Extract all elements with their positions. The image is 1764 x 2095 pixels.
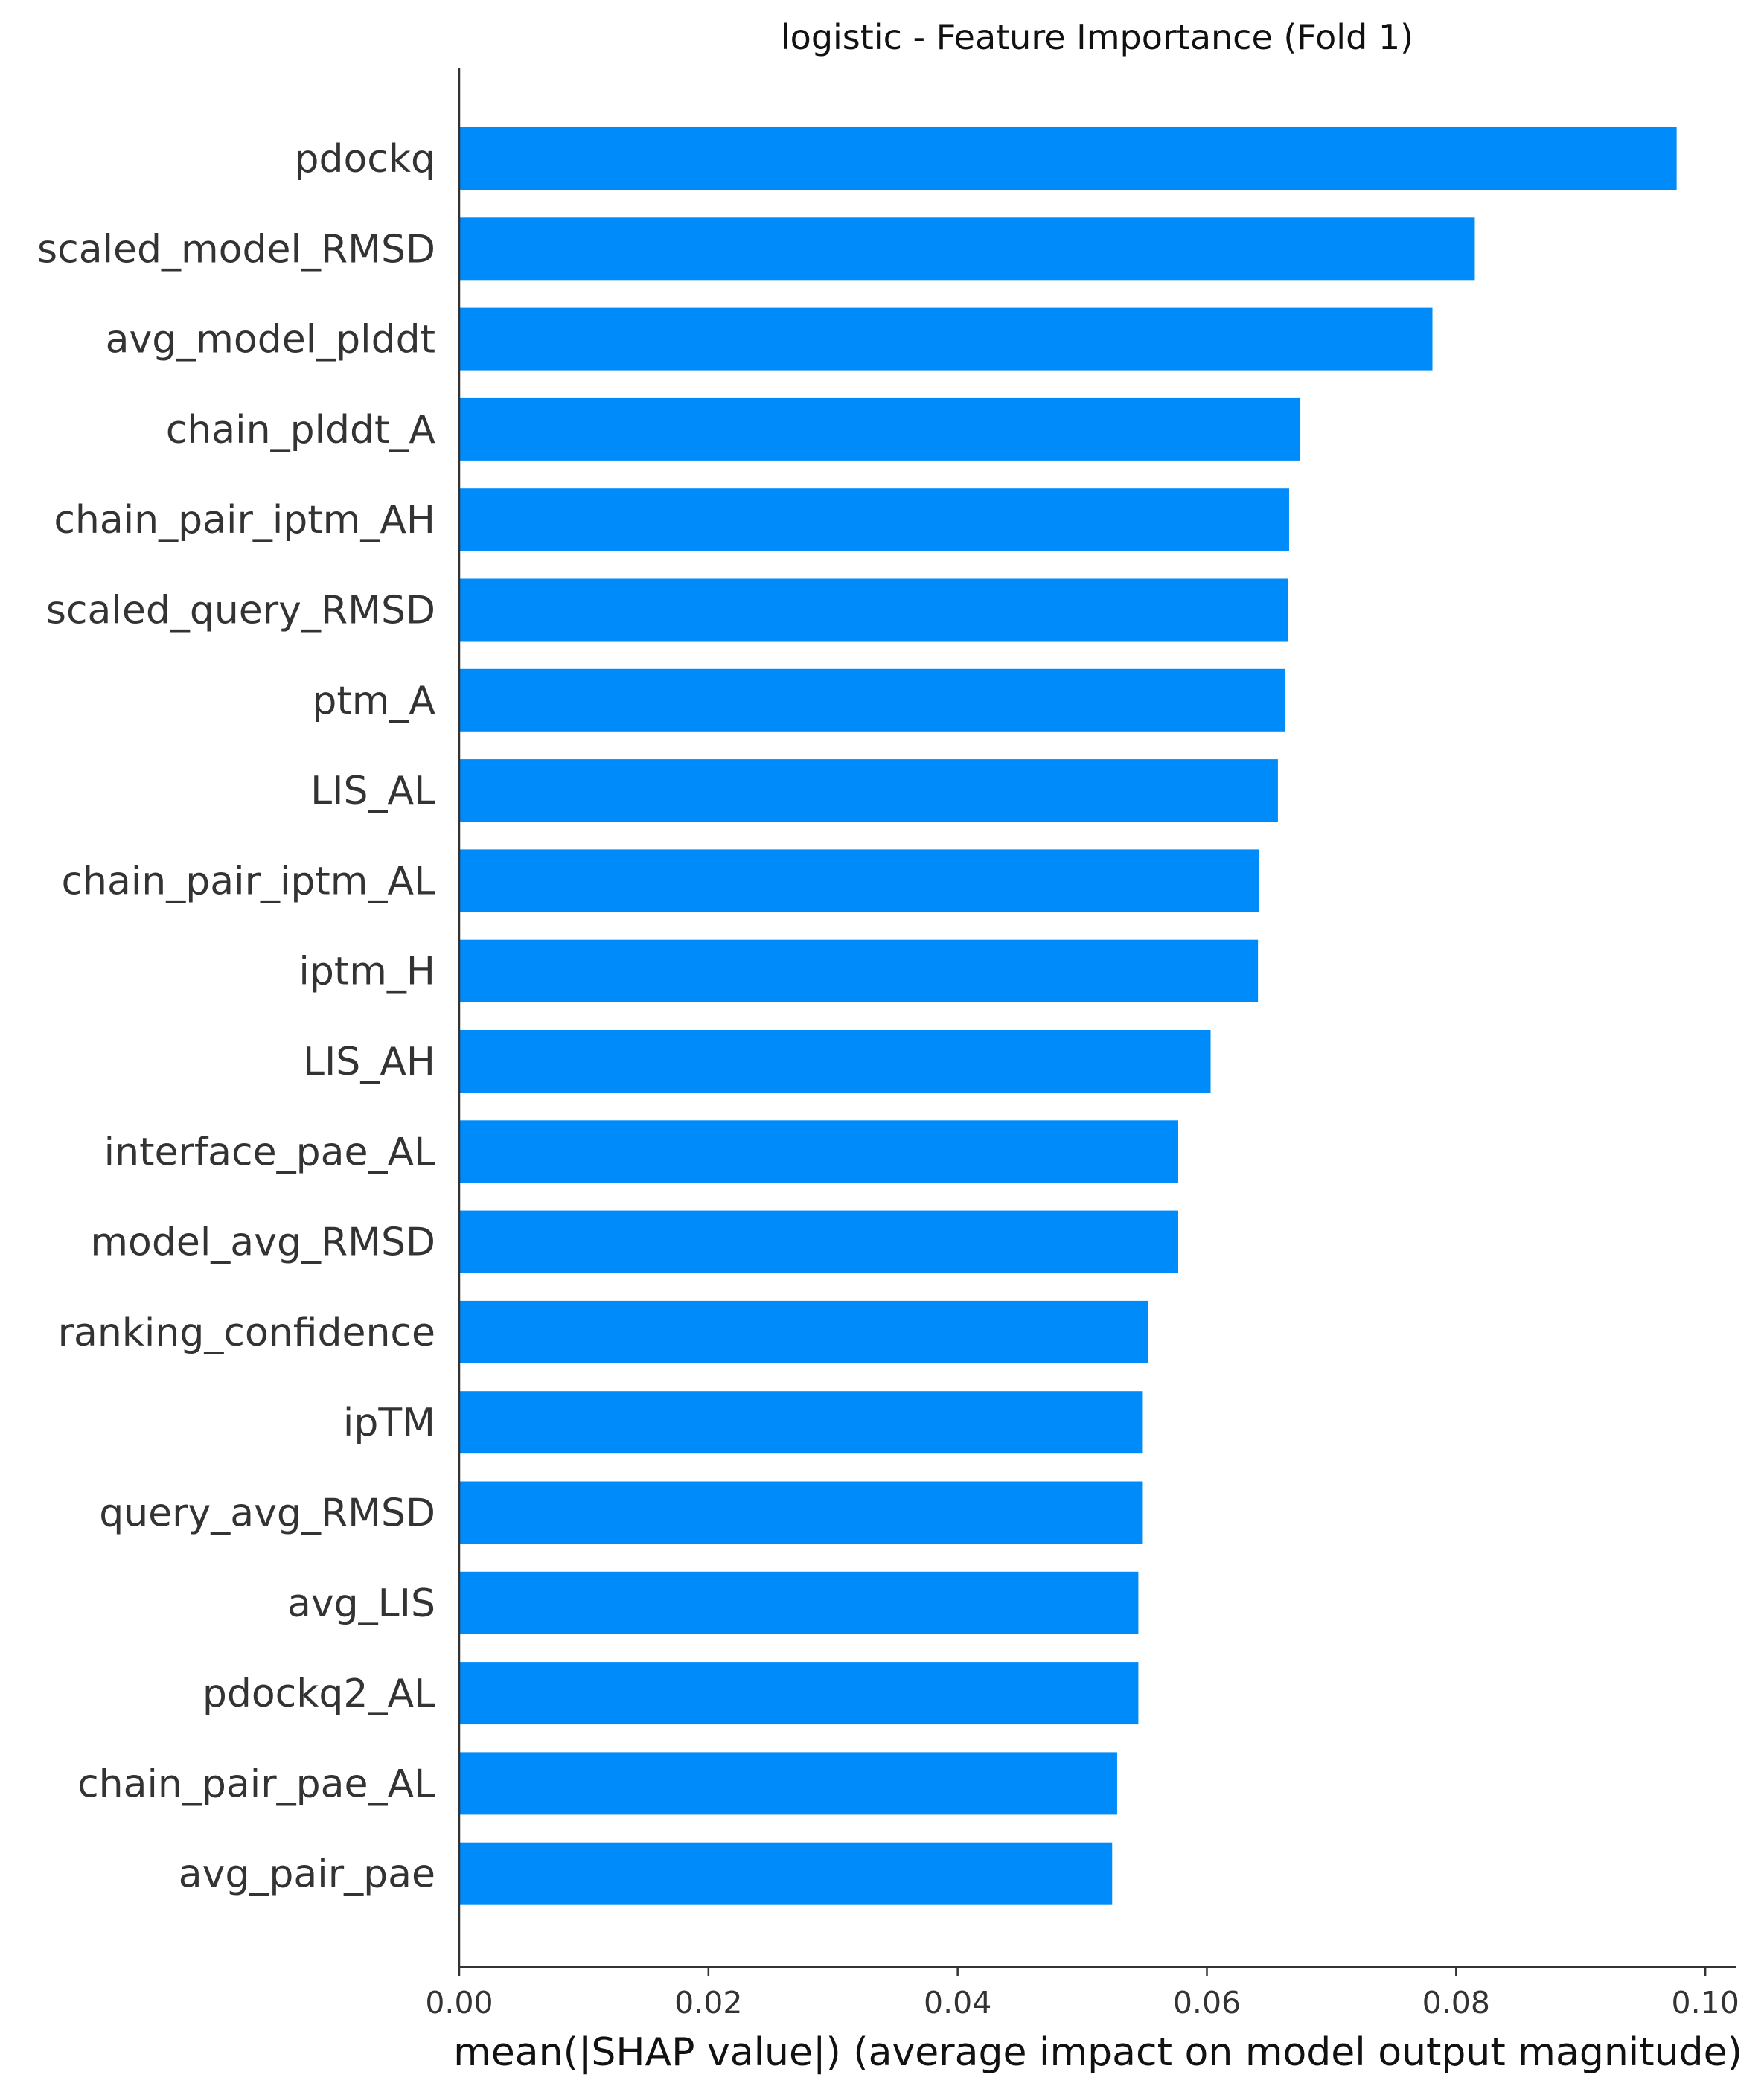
category-label: ranking_confidence xyxy=(58,1311,435,1355)
category-label: query_avg_RMSD xyxy=(99,1491,435,1536)
category-label: scaled_model_RMSD xyxy=(37,227,435,272)
chart-title: logistic - Feature Importance (Fold 1) xyxy=(781,17,1413,57)
x-tick-label: 0.00 xyxy=(425,1985,493,2021)
x-tick-label: 0.10 xyxy=(1671,1985,1739,2021)
x-axis-label: mean(|SHAP value|) (average impact on mo… xyxy=(453,2030,1742,2075)
category-labels: pdockq scaled_model_RMSD avg_model_plddtch… xyxy=(37,137,435,1897)
bar-scaled-query-rmsd xyxy=(459,578,1288,642)
bar-pdockq xyxy=(459,127,1677,190)
bar-avg-model-plddt xyxy=(459,307,1433,371)
category-label: chain_pair_pae_AL xyxy=(77,1762,435,1806)
bar-avg-lis xyxy=(459,1571,1139,1634)
bar-avg-pair-pae xyxy=(459,1842,1113,1905)
bars-group xyxy=(459,127,1677,1905)
category-label: avg_model_plddt xyxy=(106,318,435,362)
category-label: ipTM xyxy=(343,1401,435,1445)
bar-model-avg-rmsd xyxy=(459,1210,1178,1273)
bar-chain-plddt-a xyxy=(459,397,1301,461)
category-label: avg_pair_pae xyxy=(179,1852,435,1897)
category-label: LIS_AL xyxy=(310,769,435,813)
category-label: iptm_H xyxy=(298,950,435,994)
bar-ptm-a xyxy=(459,668,1285,732)
category-label: chain_pair_iptm_AH xyxy=(54,498,435,543)
x-ticks: 0.00 0.02 0.04 0.06 0.08 0.10 xyxy=(425,1967,1739,2021)
bar-interface-pae-al xyxy=(459,1120,1178,1183)
bar-chain-pair-pae-al xyxy=(459,1752,1117,1815)
bar-pdockq2-al xyxy=(459,1662,1139,1725)
bar-chain-pair-iptm-ah xyxy=(459,488,1289,551)
bar-query-avg-rmsd xyxy=(459,1481,1143,1544)
category-label: scaled_query_RMSD xyxy=(46,589,435,633)
x-tick-label: 0.08 xyxy=(1422,1985,1490,2021)
bar-ranking-confidence xyxy=(459,1300,1148,1363)
bar-chain-pair-iptm-al xyxy=(459,849,1259,912)
x-tick-label: 0.06 xyxy=(1173,1985,1241,2021)
category-label: ptm_A xyxy=(312,679,435,723)
category-label: avg_LIS xyxy=(287,1581,435,1626)
bar-lis-al xyxy=(459,759,1278,822)
bar-lis-ah xyxy=(459,1030,1211,1093)
category-label: chain_pair_iptm_AL xyxy=(61,859,435,903)
category-label: chain_plddt_A xyxy=(166,408,436,452)
category-label: pdockq2_AL xyxy=(202,1672,435,1716)
x-tick-label: 0.04 xyxy=(924,1985,991,2021)
bar-iptm xyxy=(459,1391,1143,1454)
bar-iptm-h xyxy=(459,939,1259,1002)
bar-scaled-model-rmsd xyxy=(459,217,1475,281)
category-label: model_avg_RMSD xyxy=(90,1221,435,1265)
category-label: LIS_AH xyxy=(303,1040,435,1084)
x-tick-label: 0.02 xyxy=(674,1985,742,2021)
category-label: interface_pae_AL xyxy=(104,1130,435,1174)
category-label: pdockq xyxy=(294,137,435,182)
